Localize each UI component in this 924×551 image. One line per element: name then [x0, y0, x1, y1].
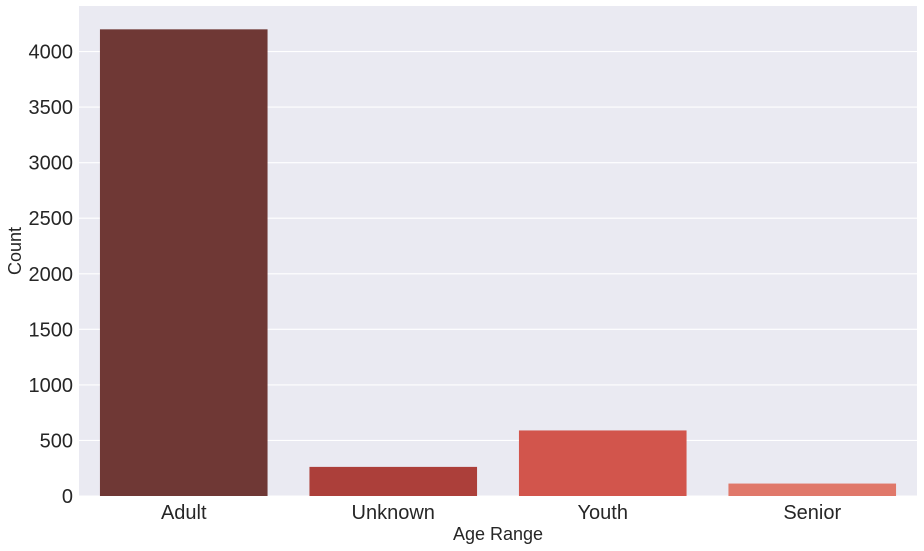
bars — [99, 29, 897, 496]
x-tick-label: Senior — [783, 502, 841, 524]
x-tick-label: Adult — [161, 502, 207, 524]
bar-senior — [728, 483, 897, 496]
y-tick-label: 500 — [40, 430, 73, 452]
x-tick-label: Youth — [578, 502, 628, 524]
bar-unknown — [309, 466, 478, 496]
y-tick-label: 3500 — [29, 97, 74, 119]
y-tick-label: 2000 — [29, 264, 74, 286]
bar-youth — [518, 430, 687, 496]
y-tick-labels: 0 500 1000 1500 2000 2500 3000 3500 4000 — [29, 42, 74, 508]
x-tick-labels: Adult Unknown Youth Senior — [161, 502, 842, 524]
y-tick-label: 2500 — [29, 208, 74, 230]
y-tick-label: 1500 — [29, 319, 74, 341]
y-tick-label: 4000 — [29, 42, 74, 64]
y-tick-label: 1000 — [29, 375, 74, 397]
bar-adult — [99, 29, 268, 496]
x-axis-label: Age Range — [453, 524, 543, 544]
y-axis-label: Count — [5, 227, 25, 275]
y-tick-label: 3000 — [29, 153, 74, 175]
y-tick-label: 0 — [62, 486, 73, 508]
x-tick-label: Unknown — [352, 502, 435, 524]
